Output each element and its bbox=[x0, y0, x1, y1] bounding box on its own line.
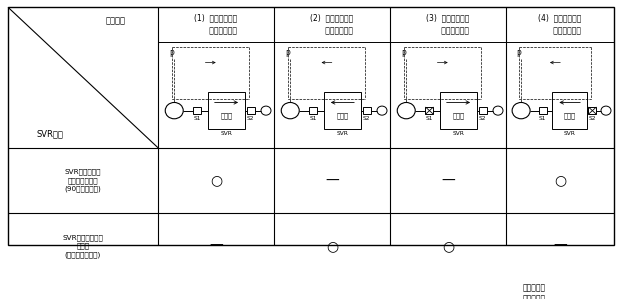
Bar bbox=[512, 284, 521, 292]
Text: S2: S2 bbox=[588, 116, 596, 121]
Bar bbox=[193, 107, 202, 114]
Text: P: P bbox=[285, 50, 290, 59]
Bar bbox=[363, 107, 371, 114]
Text: —: — bbox=[553, 239, 567, 253]
Text: S1: S1 bbox=[310, 116, 317, 121]
Text: ○: ○ bbox=[326, 239, 338, 253]
Text: S1: S1 bbox=[425, 116, 433, 121]
Text: ○: ○ bbox=[210, 173, 222, 187]
Text: —: — bbox=[325, 173, 339, 187]
Text: S1: S1 bbox=[193, 116, 201, 121]
Bar bbox=[247, 107, 255, 114]
Bar bbox=[309, 107, 317, 114]
Text: 系統状態: 系統状態 bbox=[106, 16, 126, 25]
Text: ：切（開）: ：切（開） bbox=[523, 294, 546, 299]
Text: SVR: SVR bbox=[564, 131, 575, 136]
Text: (3)  系統：逆送電
      潮流：順方向: (3) 系統：逆送電 潮流：順方向 bbox=[426, 14, 470, 35]
Text: —: — bbox=[441, 173, 455, 187]
Text: ：入（閉）: ：入（閉） bbox=[523, 283, 546, 292]
Text: P: P bbox=[169, 50, 174, 59]
Text: S2: S2 bbox=[363, 116, 371, 121]
Text: ○: ○ bbox=[442, 239, 454, 253]
Bar bbox=[512, 295, 521, 299]
Text: 逆送流: 逆送流 bbox=[337, 113, 348, 120]
Text: S2: S2 bbox=[247, 116, 254, 121]
Text: SVR: SVR bbox=[221, 131, 233, 136]
Bar bbox=[539, 107, 547, 114]
Text: S2: S2 bbox=[479, 116, 486, 121]
Bar bbox=[8, 7, 614, 245]
Bar bbox=[479, 107, 487, 114]
Text: SVR動作: SVR動作 bbox=[37, 130, 63, 139]
Bar bbox=[552, 92, 587, 129]
Text: 逆潮流: 逆潮流 bbox=[452, 113, 465, 120]
Text: ○: ○ bbox=[554, 173, 566, 187]
Bar bbox=[324, 92, 361, 129]
Bar bbox=[208, 92, 245, 129]
Bar bbox=[588, 107, 596, 114]
Text: SVR: SVR bbox=[337, 131, 348, 136]
Text: SVRをタップ固定
にする
(指定タップ位置): SVRをタップ固定 にする (指定タップ位置) bbox=[63, 234, 103, 258]
Text: —: — bbox=[209, 239, 223, 253]
Text: 順送電: 順送電 bbox=[220, 113, 233, 120]
Text: P: P bbox=[516, 50, 521, 59]
Text: P: P bbox=[401, 50, 406, 59]
Text: S1: S1 bbox=[539, 116, 546, 121]
Text: SVR二次電圧を
一定に調整する
(90リレー動作): SVR二次電圧を 一定に調整する (90リレー動作) bbox=[65, 168, 101, 192]
Text: (2)  系統：逆送電
      潮流：逆方向: (2) 系統：逆送電 潮流：逆方向 bbox=[310, 14, 354, 35]
Bar bbox=[425, 107, 434, 114]
Text: (1)  系統：順送電
      潮流：順方向: (1) 系統：順送電 潮流：順方向 bbox=[194, 14, 238, 35]
Text: SVR: SVR bbox=[452, 131, 465, 136]
Text: 逆潮流: 逆潮流 bbox=[564, 113, 576, 120]
Text: (4)  系統：順送電
      潮流：逆方向: (4) 系統：順送電 潮流：逆方向 bbox=[538, 14, 582, 35]
Bar bbox=[440, 92, 477, 129]
